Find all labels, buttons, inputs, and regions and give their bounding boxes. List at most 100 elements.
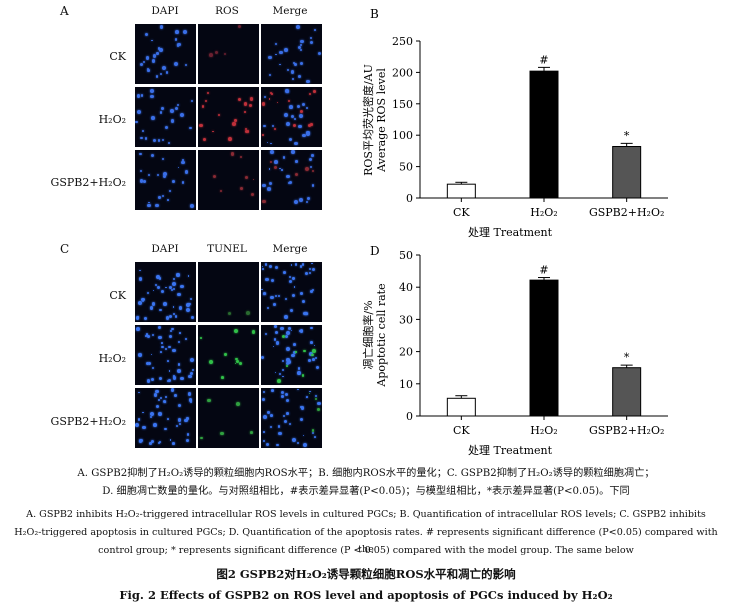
cell-speck [274, 42, 278, 45]
cell-speck [172, 281, 177, 286]
chart-b-ylabel-cn: ROS平均荧光密度/AU [361, 64, 375, 176]
panel-a-row-h2o2: H₂O₂ [98, 113, 126, 126]
cell-speck [206, 91, 209, 94]
cell-speck [170, 388, 175, 392]
cell-speck [156, 173, 160, 176]
cell-speck [309, 268, 312, 271]
panel-c-row-gspb2: GSPB2+H₂O₂ [50, 415, 126, 428]
cell-speck [147, 203, 151, 208]
cell-speck [144, 137, 148, 140]
cell-speck [270, 389, 274, 393]
cell-speck [246, 130, 250, 133]
cell-speck [151, 39, 153, 42]
cell-speck [185, 63, 188, 66]
cell-speck [187, 275, 190, 277]
cell-speck [151, 366, 155, 370]
cell-speck [156, 52, 159, 55]
y-tick-label: 30 [399, 313, 413, 326]
cell-speck [180, 376, 184, 381]
cell-speck [200, 336, 202, 339]
chart-d-plot: 0 10 20 30 40 50 CK # H₂O₂ * GSPB2+H₂O₂ [399, 249, 668, 437]
cell-speck [289, 137, 293, 141]
cell-speck [158, 412, 162, 416]
cell-speck [179, 113, 184, 118]
cell-speck [262, 440, 265, 443]
cell-speck [239, 362, 242, 365]
cell-speck [158, 277, 162, 280]
cell-speck [284, 113, 288, 118]
cell-speck [146, 333, 149, 336]
cell-speck [268, 55, 272, 60]
cell-speck [311, 353, 314, 357]
cell-speck [314, 356, 317, 359]
cell-speck [297, 46, 302, 50]
chart-d-ylabel-cn: 凋亡细胞率/% [361, 300, 375, 369]
cell-speck [189, 358, 194, 362]
figure-title-cn: 图2 GSPB2对H₂O₂诱导颗粒细胞ROS水平和凋亡的影响 [216, 567, 516, 581]
cell-speck [169, 439, 172, 441]
micrograph-c-ck-tunel [198, 262, 259, 322]
cell-speck [305, 271, 309, 275]
significance-marker: # [539, 264, 548, 277]
cell-speck [275, 341, 280, 345]
cell-speck [275, 265, 279, 270]
cell-speck [172, 305, 175, 308]
bar [612, 367, 642, 417]
cell-speck [302, 133, 306, 138]
panel-a-col-ros: ROS [215, 5, 239, 17]
bar [612, 146, 642, 199]
bar [529, 70, 559, 199]
cell-speck [270, 278, 275, 283]
cell-speck [288, 279, 292, 283]
cell-speck [299, 113, 304, 118]
cell-speck [244, 129, 249, 134]
cell-speck [142, 425, 146, 429]
cell-speck [138, 439, 142, 443]
cell-speck [279, 326, 284, 331]
cell-speck [171, 179, 175, 183]
cell-speck [152, 139, 156, 143]
cell-speck [302, 299, 306, 303]
cell-speck [285, 398, 290, 403]
cell-speck [293, 343, 297, 347]
cell-speck [186, 433, 190, 436]
cell-speck [136, 110, 141, 115]
cell-speck [273, 127, 276, 131]
cell-speck [264, 332, 268, 336]
cell-speck [150, 89, 155, 94]
cell-speck [147, 174, 151, 177]
cell-speck [269, 425, 272, 428]
cell-speck [161, 66, 166, 71]
cell-speck [286, 360, 291, 364]
chart-b-xlabel: 处理 Treatment [468, 226, 553, 239]
cell-speck [308, 158, 312, 162]
cell-speck [299, 292, 303, 296]
caption-en-line1: A. GSPB2 inhibits H₂O₂-triggered intrace… [26, 509, 706, 520]
cell-speck [187, 392, 192, 397]
cell-speck [146, 291, 150, 295]
cell-speck [285, 347, 290, 352]
cell-speck [224, 353, 227, 356]
cell-speck [268, 264, 273, 269]
cell-speck [157, 139, 161, 142]
cell-speck [209, 53, 214, 57]
cell-speck [157, 47, 161, 50]
cell-speck [275, 53, 277, 56]
cell-speck [252, 178, 255, 181]
cell-speck [159, 72, 162, 75]
cell-speck [214, 51, 218, 55]
x-tick-label: H₂O₂ [530, 424, 557, 437]
cell-speck [298, 75, 302, 79]
cell-speck [277, 431, 282, 436]
cell-speck [151, 116, 155, 120]
cell-speck [291, 150, 295, 154]
cell-speck [240, 187, 243, 191]
cell-speck [165, 71, 169, 75]
cell-speck [147, 201, 150, 204]
cell-speck [150, 415, 152, 418]
panel-c-col-tunel: TUNEL [207, 243, 247, 255]
cell-speck [308, 359, 311, 363]
cell-speck [294, 173, 299, 177]
cell-speck [293, 61, 296, 64]
significance-marker: * [624, 351, 630, 364]
